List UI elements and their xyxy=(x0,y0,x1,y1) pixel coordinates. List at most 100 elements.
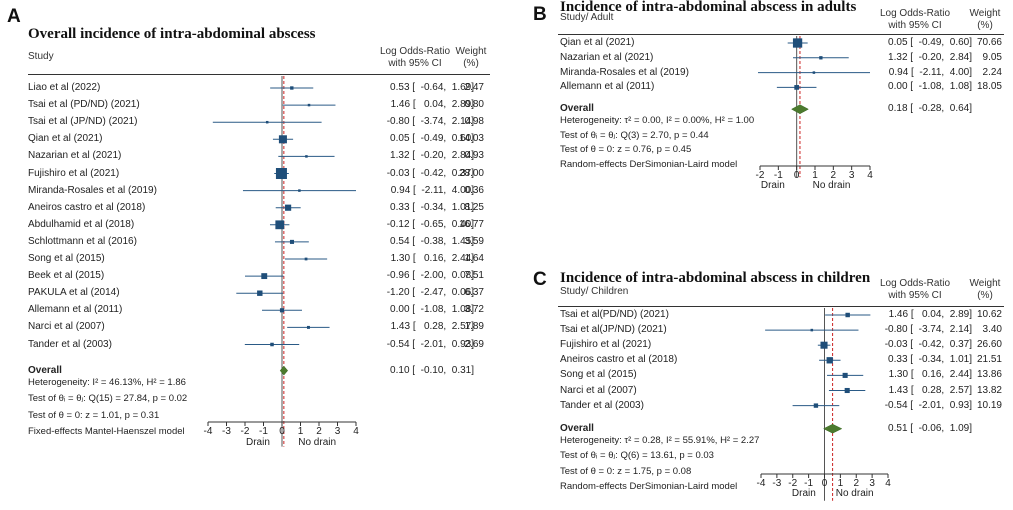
study-marker xyxy=(289,239,295,244)
study-name: Narci et al (2007) xyxy=(560,384,637,396)
effect-header-line: with 95% CI xyxy=(388,58,442,69)
x-tick-label: 3 xyxy=(849,170,855,181)
study-ci-text: -0.03 [ -0.42, 0.37] xyxy=(884,339,972,351)
study-marker xyxy=(304,257,308,261)
study-marker xyxy=(261,273,268,280)
weight-header-line: (%) xyxy=(977,290,993,301)
study-marker xyxy=(826,357,833,364)
x-tick-label: -2 xyxy=(788,478,797,489)
study-ci-text: -1.20 [ -2.47, 0.06] xyxy=(386,287,474,299)
effect-column-header: Log Odds-Ratio with 95% CI xyxy=(860,8,970,32)
study-ci-text: 0.00 [ -1.08, 1.08] xyxy=(390,304,474,316)
overall-label: Overall xyxy=(560,103,594,115)
x-tick-label: -3 xyxy=(222,426,231,437)
study-name: Liao et al (2022) xyxy=(28,82,101,93)
study-weight: 0.80 xyxy=(464,99,484,111)
study-weight: 8.25 xyxy=(464,201,484,213)
study-ci-text: 1.43 [ 0.28, 2.57] xyxy=(888,384,972,396)
study-weight: 7.51 xyxy=(464,270,484,282)
heterogeneity-stat: Random-effects DerSimonian-Laird model xyxy=(560,158,738,170)
study-ci-text: 0.05 [ -0.49, 0.60] xyxy=(888,37,972,48)
study-weight: 0.93 xyxy=(464,150,484,162)
study-column-header: Study xyxy=(28,51,54,62)
x-tick-label: 1 xyxy=(812,170,818,181)
study-name: Song et al (2015) xyxy=(28,253,105,264)
study-marker xyxy=(278,135,287,144)
study-weight: 1.64 xyxy=(464,253,484,264)
overall-label: Overall xyxy=(28,364,62,376)
study-marker xyxy=(307,103,311,107)
panel-letter: B xyxy=(533,4,547,25)
study-ci-text: -0.54 [ -2.01, 0.93] xyxy=(386,338,474,350)
weight-column-header: Weight (%) xyxy=(454,46,488,70)
study-name: Tsai et al (JP/ND) (2021) xyxy=(28,116,138,128)
x-tick-label: -3 xyxy=(772,478,781,489)
study-column-header: Study/ Children xyxy=(560,286,629,297)
study-marker xyxy=(270,342,274,347)
chart-title: Incidence of intra-abdominal abscess in … xyxy=(560,270,871,286)
study-name: Qian et al (2021) xyxy=(28,133,103,145)
direction-label-right: No drain xyxy=(298,437,336,448)
study-ci-text: 0.05 [ -0.49, 0.60] xyxy=(390,133,474,145)
x-tick-label: -1 xyxy=(774,170,783,181)
study-name: Allemann et al (2011) xyxy=(560,81,655,93)
study-weight: 9.05 xyxy=(982,51,1002,63)
x-tick-label: 2 xyxy=(853,478,859,489)
study-marker xyxy=(810,328,814,332)
study-marker xyxy=(842,372,848,378)
study-weight: 13.82 xyxy=(976,384,1002,396)
overall-diamond xyxy=(822,423,843,434)
study-name: Schlottmann et al (2016) xyxy=(28,235,137,247)
x-tick-label: 2 xyxy=(831,170,837,181)
x-tick-label: -2 xyxy=(756,170,765,181)
effect-column-header: Log Odds-Ratio with 95% CI xyxy=(360,46,470,70)
study-weight: 10.19 xyxy=(976,399,1002,411)
x-tick-label: -1 xyxy=(259,426,268,437)
x-tick-label: 0 xyxy=(822,478,828,489)
study-marker xyxy=(306,325,310,329)
x-tick-label: 4 xyxy=(885,478,891,489)
study-column-header: Study/ Adult xyxy=(560,12,614,23)
study-ci-text: 0.54 [ -0.38, 1.45] xyxy=(390,235,474,247)
study-weight: 1.89 xyxy=(464,321,484,333)
study-name: Beek et al (2015) xyxy=(28,270,105,282)
overall-label: Overall xyxy=(560,422,594,434)
study-name: Abdulhamid et al (2018) xyxy=(28,218,135,230)
panel-letter: A xyxy=(7,6,21,27)
study-name: Song et al (2015) xyxy=(560,369,637,381)
study-weight: 21.51 xyxy=(976,354,1002,366)
weight-column-header: Weight (%) xyxy=(968,8,1002,32)
study-ci-text: 0.33 [ -0.34, 1.01] xyxy=(888,354,972,366)
study-weight: 0.36 xyxy=(464,184,484,196)
x-tick-label: -4 xyxy=(757,478,766,489)
overall-ci-text: 0.10 [ -0.10, 0.31] xyxy=(390,364,474,376)
effect-header-line: with 95% CI xyxy=(888,290,942,301)
study-weight: 14.03 xyxy=(458,133,484,145)
study-marker xyxy=(257,290,263,296)
study-marker xyxy=(819,56,823,60)
heterogeneity-stat: Test of θᵢ = θⱼ: Q(6) = 13.61, p = 0.03 xyxy=(560,450,714,462)
study-marker xyxy=(305,155,308,158)
study-name: Qian et al (2021) xyxy=(560,37,635,48)
study-weight: 26.60 xyxy=(976,339,1002,351)
x-tick-label: 3 xyxy=(869,478,875,489)
study-ci-text: 0.53 [ -0.64, 1.69] xyxy=(390,82,474,93)
study-name: Allemann et al (2011) xyxy=(28,304,123,316)
heterogeneity-stat: Fixed-effects Mantel-Haenszel model xyxy=(28,426,185,438)
x-tick-label: 3 xyxy=(335,426,341,437)
heterogeneity-stat: Heterogeneity: τ² = 0.28, I² = 55.91%, H… xyxy=(560,434,760,446)
study-ci-text: -0.80 [ -3.74, 2.14] xyxy=(884,324,972,336)
header-rule xyxy=(28,74,490,75)
chart-title: Overall incidence of intra-abdominal abs… xyxy=(28,26,316,42)
direction-label-right: No drain xyxy=(836,488,874,499)
heterogeneity-stat: Test of θᵢ = θⱼ: Q(15) = 27.84, p = 0.02 xyxy=(28,393,188,405)
effect-header-line: Log Odds-Ratio xyxy=(879,278,951,289)
header-rule xyxy=(558,306,1004,307)
study-marker xyxy=(275,168,287,179)
x-tick-label: -1 xyxy=(804,478,813,489)
study-name: Tsai et al(PD/ND) (2021) xyxy=(560,309,669,320)
study-ci-text: 1.32 [ -0.20, 2.84] xyxy=(888,51,972,63)
heterogeneity-stat: Heterogeneity: τ² = 0.00, I² = 0.00%, H²… xyxy=(560,115,755,127)
